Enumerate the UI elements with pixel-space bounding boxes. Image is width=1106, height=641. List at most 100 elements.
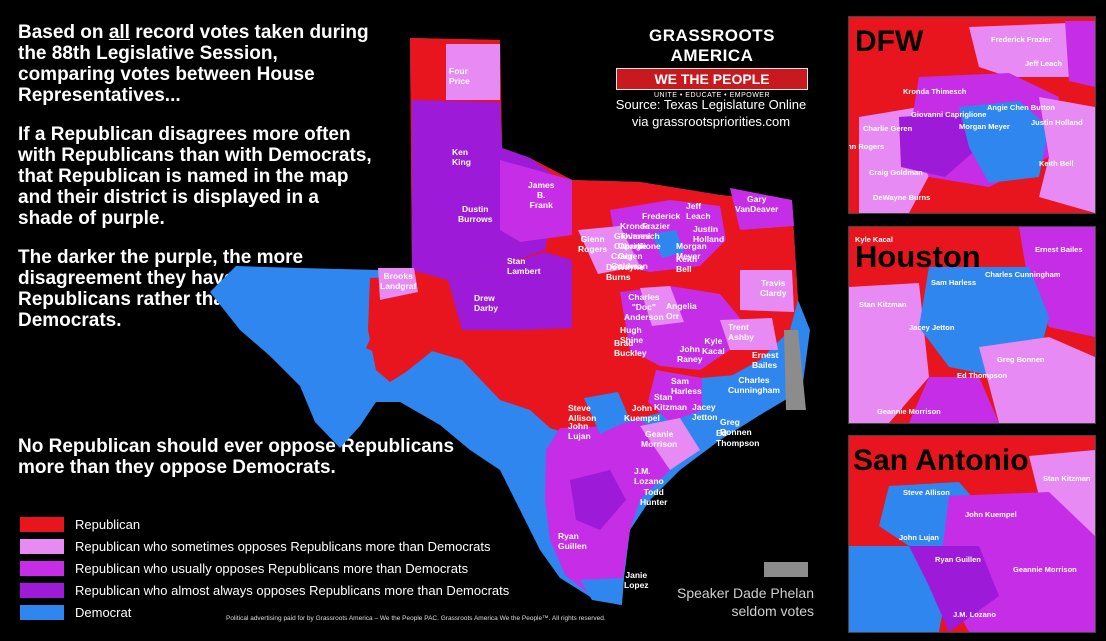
map-label-stan-lambert: Stan Lambert	[507, 256, 541, 276]
inset-houston-region-ne	[1019, 227, 1095, 337]
map-label-james-frank-line2: Frank	[529, 200, 553, 210]
map-label-geanie-morrison-line2: Morrison	[641, 439, 678, 449]
grassroots-america-logo: GRASSROOTS AMERICA WE THE PEOPLE UNITE •…	[612, 26, 812, 99]
legend-swatch	[20, 516, 64, 532]
legend-item-republican: Republican	[20, 515, 509, 533]
map-label-ed-thompson: Ed Thompson	[716, 428, 760, 448]
legend-swatch	[20, 582, 64, 598]
map-label-glenn-rogers-line1: Glenn	[580, 234, 605, 244]
legend-label: Republican who almost always opposes Rep…	[75, 582, 510, 598]
logo-title: GRASSROOTS AMERICA	[649, 26, 775, 65]
map-label-greg-bonnen: Greg Bonnen	[720, 417, 752, 437]
map-label-stan-kitzman: Stan Kitzman	[654, 392, 688, 412]
map-label-drew-darby: Drew Darby	[474, 293, 499, 313]
legend-label: Democrat	[75, 604, 132, 620]
map-region-houston-purple	[648, 370, 702, 422]
inset-dfw-title: DFW	[855, 25, 924, 58]
inset-sa-label-stan-kitzman: Stan Kitzman	[1043, 474, 1091, 483]
map-region-central-light	[640, 286, 684, 326]
map-label-morgan-meyer: Morgan Meyer	[676, 241, 707, 261]
map-label-geanie-morrison: Geanie Morrison	[641, 429, 677, 449]
map-label-charles-anderson: Charles "Doc" Anderson	[624, 292, 664, 322]
inset-sa-shapes	[849, 436, 1095, 632]
inset-sa-label-john-lujan: John Lujan	[899, 533, 939, 542]
legend-item-almost-always: Republican who almost always opposes Rep…	[20, 581, 509, 599]
map-label-justin-holland: Justin Holland	[693, 224, 725, 244]
map-label-four-price: Four Price	[449, 66, 470, 86]
intro-underlined-word: all	[108, 22, 130, 43]
inset-sa-label-jm-lozano: J.M. Lozano	[953, 610, 996, 619]
map-label-travis-clardy: Travis Clardy	[760, 278, 786, 298]
inset-dfw-region-ne	[1065, 21, 1095, 87]
map-label-todd-hunter-line1: Todd	[643, 487, 664, 497]
inset-houston-title: Houston	[855, 239, 981, 274]
map-label-gary-vandeaver: Gary VanDeaver	[735, 194, 778, 214]
inset-houston-region-west	[849, 283, 929, 423]
map-label-giovanni-capriglione: Giovanni Capriglione	[614, 231, 661, 251]
map-region-houston-blue	[700, 374, 760, 418]
inset-sa-label-ryan-guillen: Ryan Guillen	[935, 555, 981, 564]
inset-sa-label-john-kuempel: John Kuempel	[965, 510, 1017, 519]
map-region-clardy	[740, 270, 794, 312]
speaker-label-line1: Speaker Dade Phelan	[677, 585, 814, 601]
speaker-label: Speaker Dade Phelan seldom votes	[664, 584, 814, 620]
map-region-speaker	[784, 330, 806, 410]
legend-swatch	[20, 538, 64, 554]
map-label-brooks-landgraf: Brooks Landgraf	[380, 271, 416, 291]
inset-dfw-label-angie-chen-button: Angie Chen Button	[987, 103, 1055, 112]
map-label-john-raney-line2: Raney	[677, 354, 703, 364]
map-label-dustin-burrows-line2: Burrows	[458, 214, 493, 224]
inset-dfw-region-blue	[959, 101, 1049, 183]
legend-label: Republican who sometimes opposes Republi…	[75, 538, 491, 554]
map-label-dewayne-burns: DeWayne Burns	[606, 262, 644, 282]
intro-text-post: record votes taken during the 88th Legis…	[18, 22, 369, 106]
map-region-frank	[500, 160, 572, 242]
disclaimer: Political advertising paid for by Grassr…	[226, 615, 606, 622]
map-label-jm-lozano: J.M. Lozano	[634, 466, 664, 486]
map-label-hugh-shine: Hugh Shine	[620, 325, 644, 345]
map-label-todd-hunter: Todd Hunter	[640, 487, 667, 507]
inset-houston-label-jacey-jetton: Jacey Jetton	[909, 323, 955, 332]
map-label-gary-vandeaver-line2: VanDeaver	[735, 204, 779, 214]
inset-sa-title: San Antonio	[853, 444, 1029, 477]
inset-houston-label-greg-bonnen: Greg Bonnen	[997, 355, 1045, 364]
map-label-frederick-frazier: Frederick Frazier	[642, 211, 681, 231]
map-label-charles-cunningham: Charles Cunningham	[728, 375, 780, 395]
inset-dfw-label-kronda-thimesch: Kronda Thimesch	[903, 87, 967, 96]
map-label-jeff-leach: Jeff Leach	[686, 201, 711, 221]
inset-sa-region-dark	[909, 546, 999, 632]
map-label-ryan-guillen: Ryan Guillen	[558, 531, 587, 551]
inset-dfw-region-dark	[899, 113, 979, 177]
map-label-jacey-jetton: Jacey Jetton	[692, 402, 718, 422]
map-region-dfw-blue	[652, 230, 684, 258]
inset-dfw-label-dewayne-burns: DeWayne Burns	[873, 193, 931, 202]
map-label-charles-cunningham-line2: Cunningham	[728, 385, 780, 395]
map-label-charlie-geren: Charlie Geren	[618, 241, 647, 261]
legend-item-usually: Republican who usually opposes Republica…	[20, 559, 509, 577]
map-region-vandeaver	[730, 188, 794, 230]
map-label-kyle-kacal-line2: Kacal	[702, 346, 725, 356]
legend-swatch	[20, 604, 64, 620]
inset-houston-label-stan-kitzman: Stan Kitzman	[859, 300, 907, 309]
legend-label: Republican who usually opposes Republica…	[75, 560, 469, 576]
map-label-charles-cunningham-line1: Charles	[738, 375, 770, 385]
inset-dfw-label-glenn-rogers: Glenn Rogers	[849, 142, 885, 151]
inset-houston-label-sam-harless: Sam Harless	[931, 278, 977, 287]
source-note: Source: Texas Legislature Online via gra…	[600, 96, 822, 130]
map-label-john-lujan: John Lujan	[568, 421, 591, 441]
inset-houston-region-south	[979, 337, 1095, 423]
map-region-darby	[448, 252, 572, 330]
map-region-light-south	[640, 418, 700, 470]
map-label-janie-lopez-line1: Janie	[625, 570, 648, 580]
inset-sa-label-geanie-morrison: Geannie Morrison	[1013, 565, 1077, 574]
map-region-republican-west	[368, 276, 448, 382]
map-label-kyle-kacal-line1: Kyle	[704, 336, 723, 346]
inset-dfw-label-giovanni-capriglione: Giovanni Capriglione	[911, 110, 987, 119]
map-label-john-kuempel-line2: Kuempel	[624, 413, 660, 423]
map-label-glenn-rogers: Glenn Rogers	[578, 234, 607, 254]
map-region-san-antonio-blue	[584, 392, 630, 434]
map-label-kyle-kacal: Kyle Kacal	[702, 336, 725, 356]
inset-houston-label-geanie-morrison: Geannie Morrison	[877, 407, 941, 416]
source-line-2: via grassrootspriorities.com	[631, 114, 791, 129]
inset-dfw-label-morgan-meyer: Morgan Meyer	[959, 122, 1010, 131]
